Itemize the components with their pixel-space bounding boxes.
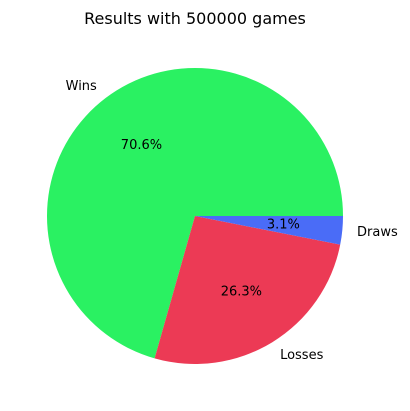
pct-label-wins: 70.6% xyxy=(121,138,162,153)
slice-draws xyxy=(195,216,343,245)
pie-labels: Wins 70.6% Losses 26.3% Draws 3.1% xyxy=(66,79,398,363)
slice-label-wins: Wins xyxy=(66,79,97,94)
pie-slices xyxy=(47,67,343,364)
slice-label-draws: Draws xyxy=(357,225,398,240)
chart-title: Results with 500000 games xyxy=(84,9,306,28)
slice-wins xyxy=(47,67,343,359)
pct-label-losses: 26.3% xyxy=(221,285,262,300)
pct-label-draws: 3.1% xyxy=(267,218,300,233)
slice-losses xyxy=(154,216,341,364)
slice-label-losses: Losses xyxy=(280,348,324,363)
